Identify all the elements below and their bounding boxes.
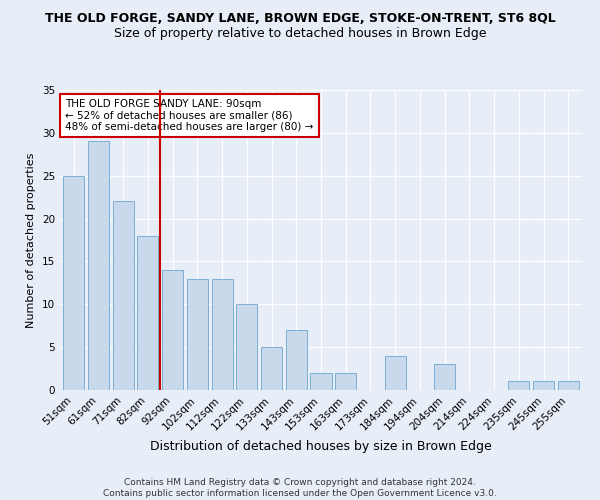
Text: THE OLD FORGE SANDY LANE: 90sqm
← 52% of detached houses are smaller (86)
48% of: THE OLD FORGE SANDY LANE: 90sqm ← 52% of… [65, 99, 314, 132]
Text: Size of property relative to detached houses in Brown Edge: Size of property relative to detached ho… [114, 28, 486, 40]
Bar [137, 236, 158, 390]
Bar [212, 278, 233, 390]
Bar [385, 356, 406, 390]
Bar [335, 373, 356, 390]
Bar [558, 382, 579, 390]
Bar [187, 278, 208, 390]
Bar [236, 304, 257, 390]
Bar [162, 270, 183, 390]
Bar [310, 373, 332, 390]
Y-axis label: Number of detached properties: Number of detached properties [26, 152, 37, 328]
Bar [113, 202, 134, 390]
Bar [261, 347, 282, 390]
Bar [286, 330, 307, 390]
Bar [533, 382, 554, 390]
Text: Contains HM Land Registry data © Crown copyright and database right 2024.
Contai: Contains HM Land Registry data © Crown c… [103, 478, 497, 498]
Bar [88, 142, 109, 390]
Bar [63, 176, 84, 390]
Bar [508, 382, 529, 390]
X-axis label: Distribution of detached houses by size in Brown Edge: Distribution of detached houses by size … [150, 440, 492, 453]
Text: THE OLD FORGE, SANDY LANE, BROWN EDGE, STOKE-ON-TRENT, ST6 8QL: THE OLD FORGE, SANDY LANE, BROWN EDGE, S… [44, 12, 556, 26]
Bar [434, 364, 455, 390]
